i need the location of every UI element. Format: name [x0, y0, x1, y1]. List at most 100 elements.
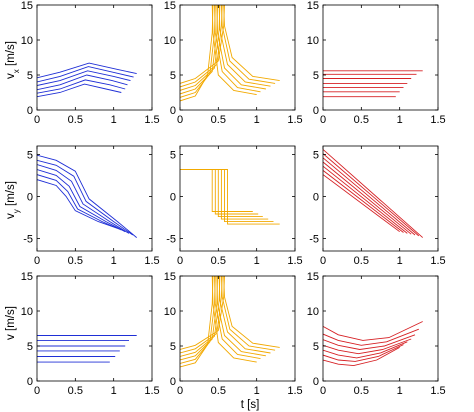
y-tick-label: 5: [170, 149, 176, 161]
panel-vy-col2: 0 0.5 1 1.5-505: [166, 145, 303, 267]
y-tick-label: 0: [313, 105, 319, 117]
x-tick-label: 0: [177, 255, 183, 267]
axes-frame: [179, 275, 296, 382]
x-tick-label: 1: [397, 255, 403, 267]
x-tick-label: 1.5: [287, 114, 302, 126]
series-line-7: [323, 149, 423, 238]
series-line-1: [37, 179, 118, 229]
panel-v-col3: 0 0.5 1 1.5 0 5 10 15: [307, 271, 446, 397]
series-line-3: [37, 169, 126, 233]
series-group: [37, 154, 137, 238]
y-tick-label: 15: [307, 0, 319, 12]
y-tick-label: 0: [313, 376, 319, 388]
series-line-9: [216, 276, 266, 357]
series-line-1: [180, 169, 253, 212]
y-tick-label: 10: [307, 35, 319, 47]
series-line-2: [323, 344, 404, 362]
x-tick-label: 0: [320, 255, 326, 267]
series-line-1: [180, 5, 214, 102]
series-line-12: [223, 5, 280, 82]
y-tick-label: 15: [164, 0, 176, 12]
series-line-5: [37, 159, 134, 236]
y-tick-label: 15: [21, 0, 33, 12]
series-line-11: [220, 5, 276, 84]
series-line-6: [37, 154, 137, 238]
series-line-2: [37, 79, 126, 94]
panel-vy-col1: 0 0.5 1 1.5-505: [23, 145, 160, 267]
series-line-6: [180, 169, 280, 225]
y-tick-label: 0: [27, 376, 33, 388]
series-group: [323, 70, 423, 98]
y-tick-label: 5: [313, 70, 319, 82]
x-tick-label: 0.5: [211, 114, 226, 126]
axes-frame: [322, 4, 439, 111]
series-line-7: [211, 5, 257, 96]
series-line-3: [323, 165, 408, 234]
x-tick-label: 0: [34, 385, 40, 397]
y-tick-label: 10: [164, 306, 176, 318]
x-tick-label: 0.5: [211, 255, 226, 267]
y-tick-label: 0: [170, 105, 176, 117]
series-line-10: [218, 5, 271, 87]
y-tick-label: 5: [27, 341, 33, 353]
ylabel-row2: vy [m/s]: [5, 181, 21, 219]
ylabel-row3: v [m/s]: [5, 306, 17, 340]
y-tick-label: 15: [307, 271, 319, 283]
y-tick-label: 10: [21, 306, 33, 318]
x-tick-label: 0.5: [354, 114, 369, 126]
y-tick-label: -5: [23, 233, 33, 245]
x-tick-label: 0.5: [211, 385, 226, 397]
series-line-1: [323, 347, 400, 367]
y-tick-label: 5: [27, 70, 33, 82]
x-tick-label: 0.5: [68, 114, 83, 126]
x-tick-label: 1: [111, 114, 117, 126]
xlabel: t [s]: [241, 399, 260, 411]
series-line-4: [323, 338, 412, 355]
series-line-1: [180, 276, 214, 368]
panel-v-col2: 0 0.5 1 1.5 0 5 10 15: [164, 271, 303, 397]
y-tick-label: 0: [170, 191, 176, 203]
series-line-1: [37, 83, 122, 98]
y-tick-label: 15: [164, 271, 176, 283]
x-tick-label: 0: [34, 114, 40, 126]
series-line-8: [214, 276, 261, 360]
y-tick-label: 0: [27, 191, 33, 203]
x-tick-label: 1.5: [430, 114, 445, 126]
series-group: [323, 321, 423, 367]
y-tick-label: 15: [21, 271, 33, 283]
series-line-12: [223, 276, 280, 348]
x-tick-label: 1.5: [430, 255, 445, 267]
y-tick-label: 0: [313, 191, 319, 203]
series-line-5: [323, 334, 416, 350]
series-line-3: [180, 276, 219, 361]
x-tick-label: 1: [254, 114, 260, 126]
x-tick-label: 0.5: [68, 255, 83, 267]
x-tick-label: 1.5: [144, 114, 159, 126]
axes-frame: [36, 275, 153, 382]
x-tick-label: 0.5: [354, 255, 369, 267]
series-line-2: [180, 169, 259, 215]
series-group: [180, 169, 280, 225]
series-group: [323, 149, 423, 238]
series-line-8: [214, 5, 261, 93]
series-line-2: [323, 170, 404, 233]
y-tick-label: -5: [166, 233, 176, 245]
axes-frame: [322, 145, 439, 252]
series-line-10: [218, 276, 271, 354]
x-tick-label: 1: [111, 385, 117, 397]
series-line-3: [180, 5, 219, 95]
series-line-6: [37, 62, 137, 79]
y-tick-label: 10: [21, 35, 33, 47]
series-group: [180, 276, 280, 368]
series-line-4: [180, 276, 221, 357]
series-line-5: [37, 66, 134, 83]
x-tick-label: 0.5: [354, 385, 369, 397]
x-tick-label: 0: [320, 114, 326, 126]
series-group: [180, 5, 280, 102]
x-tick-label: 1: [397, 385, 403, 397]
x-tick-label: 1: [254, 385, 260, 397]
y-tick-label: 0: [27, 105, 33, 117]
x-tick-label: 0: [34, 255, 40, 267]
